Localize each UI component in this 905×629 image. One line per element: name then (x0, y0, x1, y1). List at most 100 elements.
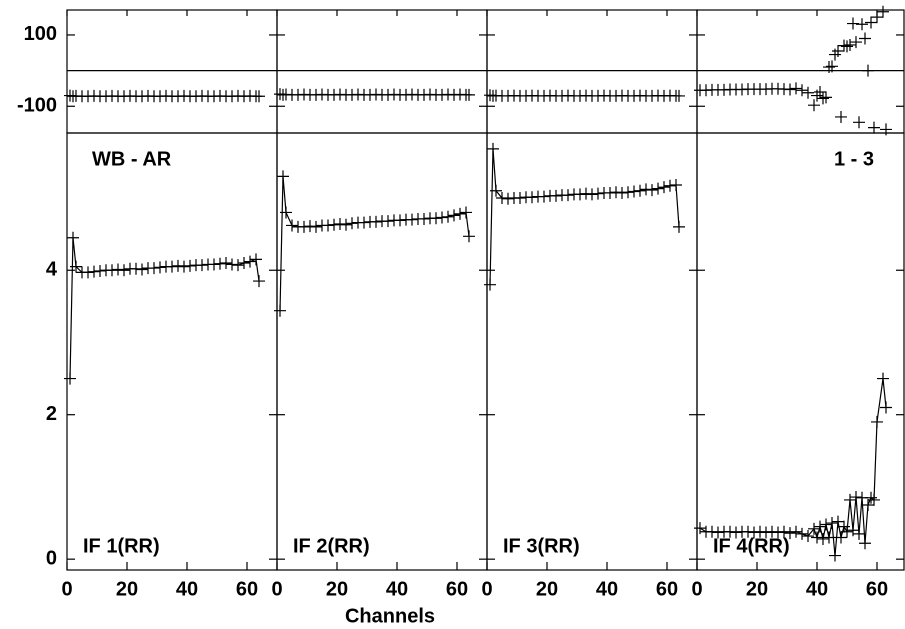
point (766, 525, 778, 538)
point (742, 525, 754, 538)
point (862, 498, 874, 511)
point (829, 549, 841, 562)
point (562, 189, 574, 202)
phase-frame (696, 9, 905, 134)
point (436, 211, 448, 224)
point (148, 262, 160, 275)
point (865, 16, 877, 29)
point (850, 36, 862, 49)
amplitude-frame (66, 132, 278, 571)
point (490, 184, 502, 197)
point (868, 121, 880, 134)
point (154, 261, 166, 274)
point (442, 210, 454, 223)
point (484, 278, 496, 291)
point (370, 215, 382, 228)
point (760, 526, 772, 539)
x-tick-label: 40 (806, 578, 828, 600)
point (706, 525, 718, 538)
point (652, 182, 664, 195)
point (286, 219, 298, 232)
point (406, 213, 418, 226)
point (823, 61, 835, 74)
point (673, 89, 685, 102)
point (844, 493, 856, 506)
point (277, 170, 289, 183)
point (859, 537, 871, 550)
x-tick-label: 60 (446, 578, 468, 600)
point (118, 264, 130, 277)
point (418, 212, 430, 225)
point (220, 257, 232, 270)
point (778, 525, 790, 538)
x-tick-label: 40 (596, 578, 618, 600)
point (724, 525, 736, 538)
point (850, 491, 862, 504)
point (358, 216, 370, 229)
point (250, 253, 262, 266)
point (538, 190, 550, 203)
point (298, 220, 310, 233)
point (826, 60, 838, 73)
point (673, 220, 685, 233)
point (670, 179, 682, 192)
point (166, 260, 178, 273)
point (829, 48, 841, 61)
point (88, 265, 100, 278)
point (838, 39, 850, 52)
point (814, 520, 826, 533)
x-tick-label: 0 (271, 578, 282, 600)
x-tick-label: 40 (176, 578, 198, 600)
point (226, 258, 238, 271)
point (871, 415, 883, 428)
point (841, 525, 853, 538)
point (253, 90, 265, 103)
point (208, 258, 220, 271)
series-line (69, 237, 260, 379)
point (784, 83, 796, 96)
point (82, 266, 94, 279)
point (865, 491, 877, 504)
point (580, 187, 592, 200)
point (574, 188, 586, 201)
point (808, 522, 820, 535)
point (196, 259, 208, 272)
point (871, 11, 883, 24)
point (634, 184, 646, 197)
point (790, 525, 802, 538)
point (859, 32, 871, 45)
annotation: WB - AR (92, 148, 172, 170)
point (832, 515, 844, 528)
point (847, 17, 859, 30)
point (658, 181, 670, 194)
point (862, 64, 874, 77)
point (796, 527, 808, 540)
point (784, 527, 796, 540)
point (238, 257, 250, 270)
point (346, 217, 358, 230)
point (526, 191, 538, 204)
point (232, 259, 244, 272)
series-line (699, 378, 887, 556)
x-tick-label: 20 (326, 578, 348, 600)
point (811, 89, 823, 102)
point (616, 186, 628, 199)
point (430, 212, 442, 225)
point (844, 38, 856, 51)
point (340, 218, 352, 231)
panel-label: IF 1(RR) (83, 535, 160, 557)
point (817, 92, 829, 105)
x-tick-label: 20 (536, 578, 558, 600)
point (70, 260, 82, 273)
point (640, 183, 652, 196)
point (328, 218, 340, 231)
point (604, 186, 616, 199)
x-tick-label: 0 (481, 578, 492, 600)
point (748, 526, 760, 539)
point (310, 220, 322, 233)
x-tick-label: 20 (116, 578, 138, 600)
point (463, 230, 475, 243)
y2-tick-label: -100 (17, 95, 57, 117)
point (808, 99, 820, 112)
point (832, 45, 844, 57)
